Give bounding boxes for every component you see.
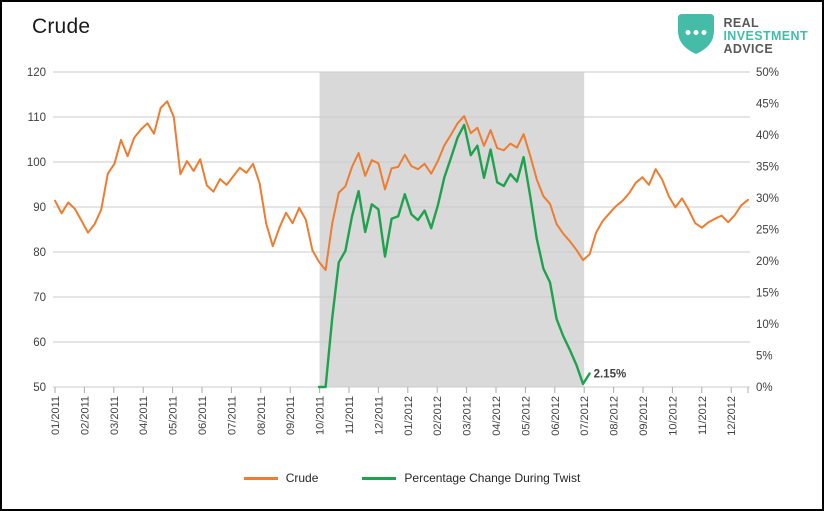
legend-item-twist: Percentage Change During Twist: [362, 471, 580, 485]
right-axis-label: 30%: [756, 193, 779, 205]
left-axis-label: 120: [27, 67, 46, 79]
left-axis-label: 60: [33, 337, 46, 349]
x-tick-label: 03/2012: [462, 396, 474, 436]
x-tick-label: 07/2012: [579, 396, 591, 436]
x-tick-label: 04/2011: [138, 396, 150, 435]
x-tick-label: 02/2011: [79, 396, 91, 435]
right-axis-label: 25%: [756, 225, 779, 237]
right-axis-label: 10%: [756, 319, 779, 331]
x-tick-label: 05/2011: [168, 396, 180, 435]
x-tick-label: 12/2011: [373, 396, 385, 435]
right-axis-label: 45%: [756, 99, 779, 111]
x-tick-label: 09/2011: [285, 396, 297, 435]
twist-shaded-region: [319, 72, 585, 387]
x-tick-label: 09/2012: [638, 396, 650, 436]
x-tick-label: 07/2011: [226, 396, 238, 435]
right-axis-label: 15%: [756, 288, 779, 300]
right-axis-label: 40%: [756, 130, 779, 142]
left-axis-label: 90: [33, 202, 46, 214]
x-tick-label: 03/2011: [109, 396, 121, 435]
legend-item-crude: Crude: [243, 471, 319, 485]
left-axis-label: 70: [33, 292, 46, 304]
x-tick-label: 01/2012: [403, 396, 415, 436]
legend-label-crude: Crude: [285, 471, 319, 485]
x-tick-label: 04/2012: [491, 396, 503, 436]
x-tick-label: 10/2012: [667, 396, 679, 436]
left-axis-label: 100: [27, 157, 46, 169]
brand-logo: REAL INVESTMENT ADVICE: [676, 12, 808, 61]
brand-name: REAL INVESTMENT ADVICE: [723, 17, 808, 56]
crude-line: [54, 100, 749, 271]
x-tick-label: 08/2011: [256, 396, 268, 435]
x-tick-label: 06/2011: [197, 396, 209, 435]
x-tick-label: 01/2011: [50, 396, 62, 435]
right-axis-label: 0%: [756, 382, 773, 394]
twist-end-annotation: 2.15%: [594, 368, 627, 380]
x-tick-label: 06/2012: [550, 396, 562, 436]
shield-dots-icon: [676, 12, 716, 61]
x-tick-label: 02/2012: [432, 396, 444, 436]
brand-line-1: REAL: [723, 16, 760, 30]
twist-percent-line: [317, 123, 591, 389]
chart-legend: Crude Percentage Change During Twist: [2, 471, 822, 485]
twist-line-swatch: [362, 476, 397, 480]
brand-line-2: INVESTMENT: [723, 29, 808, 43]
left-axis-label: 80: [33, 247, 46, 259]
x-tick-label: 11/2011: [344, 396, 356, 434]
left-axis-label: 110: [28, 112, 46, 124]
x-tick-label: 08/2012: [609, 396, 621, 436]
right-axis-label: 50%: [756, 67, 779, 79]
x-tick-label: 05/2012: [520, 396, 532, 436]
chart-title: Crude: [32, 15, 91, 38]
x-tick-label: 12/2012: [726, 396, 738, 436]
crude-line-swatch: [243, 476, 278, 480]
right-axis-label: 5%: [756, 351, 773, 363]
x-tick-label: 10/2011: [315, 396, 327, 435]
brand-line-3: ADVICE: [723, 42, 774, 56]
left-axis-label: 50: [33, 382, 46, 394]
legend-label-twist: Percentage Change During Twist: [404, 471, 581, 485]
x-tick-label: 11/2012: [697, 396, 709, 435]
right-axis-label: 20%: [756, 256, 779, 268]
right-axis-label: 35%: [756, 162, 779, 174]
